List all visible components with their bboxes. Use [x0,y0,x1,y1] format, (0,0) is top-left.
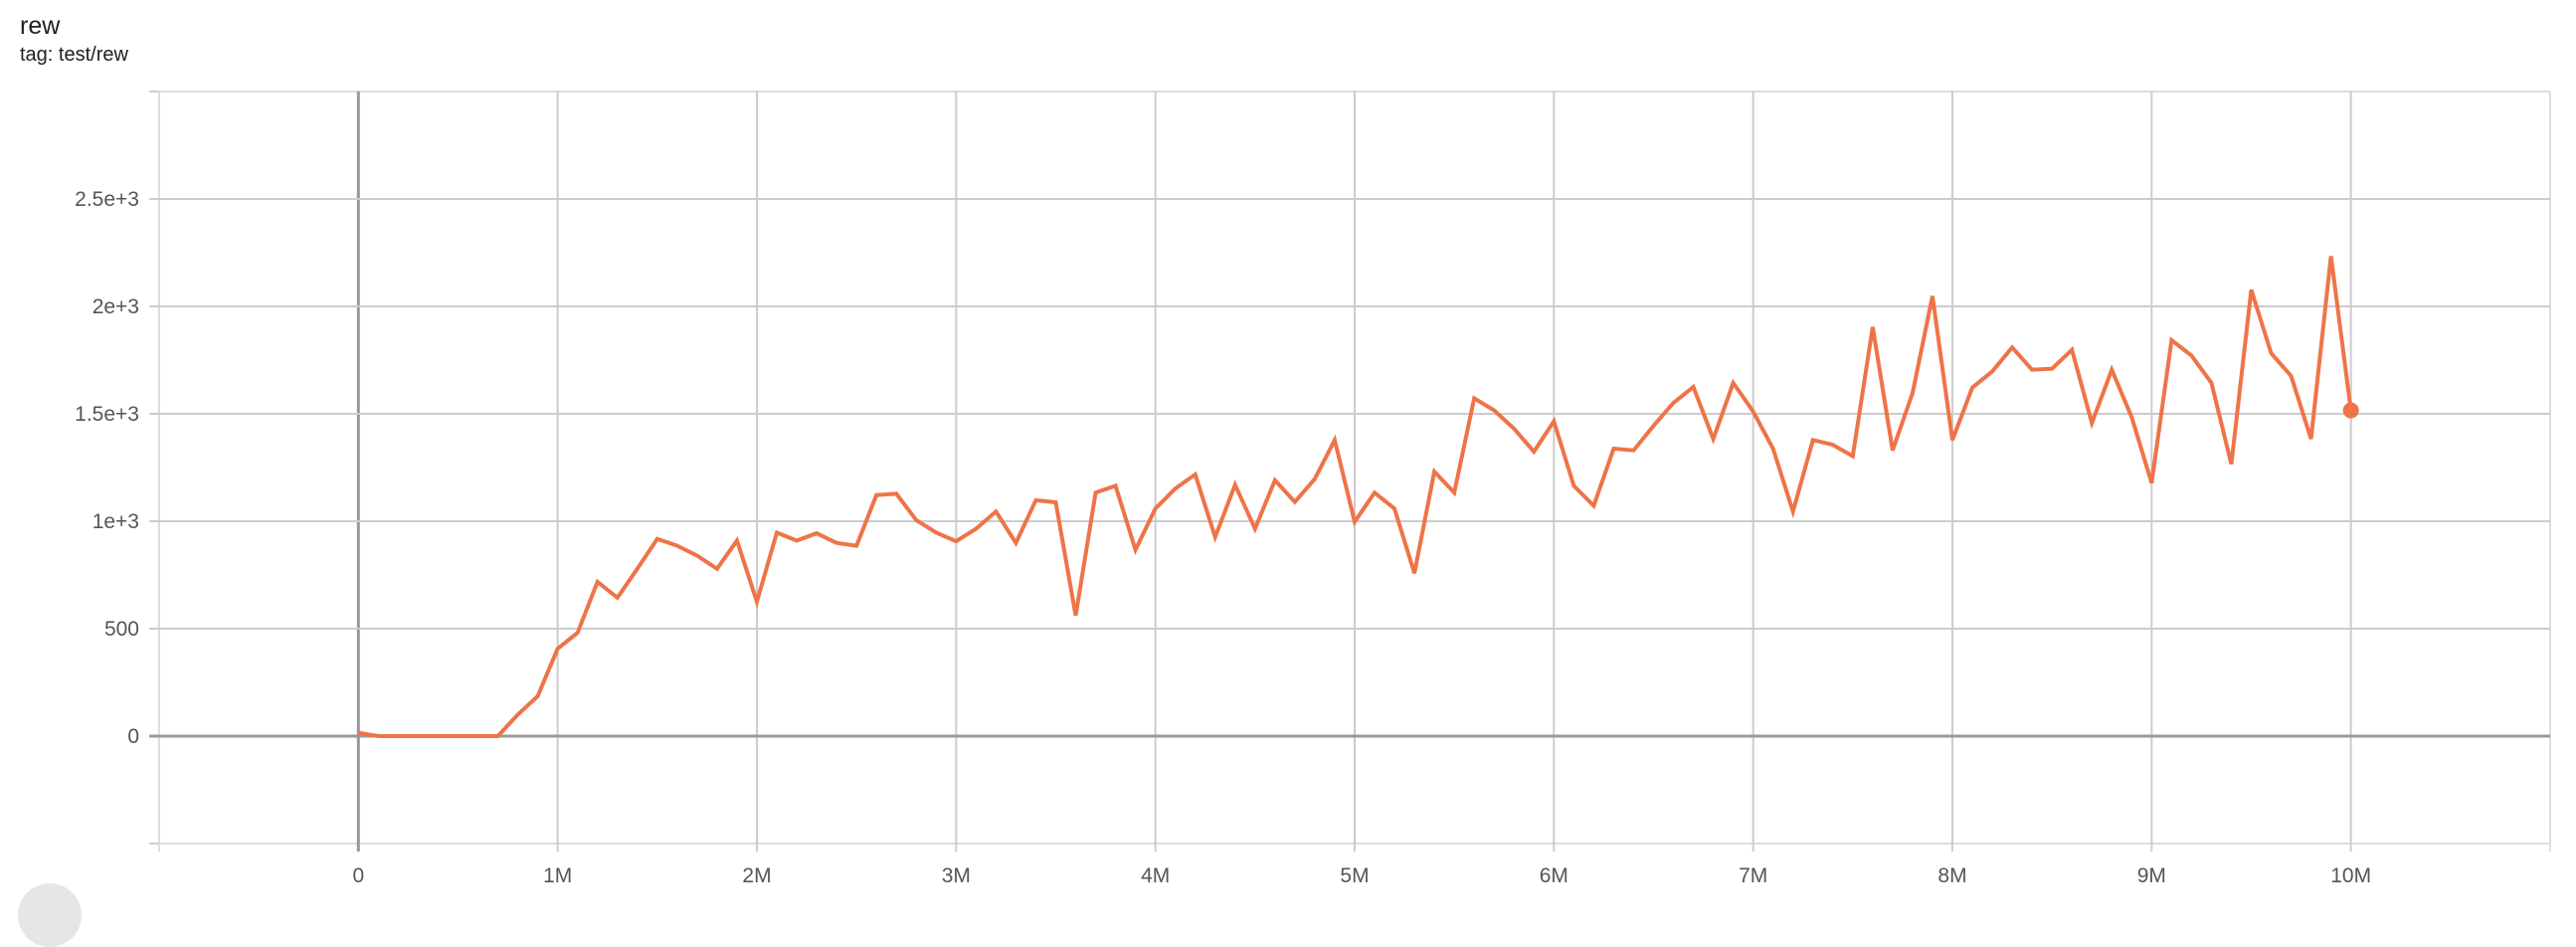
y-tick-label: 500 [104,618,139,641]
grid [149,91,2551,852]
x-tick-label: 5M [1340,864,1369,887]
x-tick-label: 4M [1141,864,1170,887]
axes: 0 1M 2M 3M 4M 5M 6M 7M 8M 9M 10M 0 500 1e+3 1.5e+3 2e+3… [75,188,2371,887]
x-tick-label: 2M [742,864,771,887]
y-tick-label: 1.5e+3 [75,403,139,426]
x-tick-label: 3M [942,864,971,887]
x-tick-label: 9M [2137,864,2166,887]
x-tick-label: 8M [1937,864,1966,887]
x-tick-label: 10M [2330,864,2371,887]
expand-button[interactable] [18,883,82,947]
y-tick-label: 1e+3 [92,510,139,533]
chart-tag: tag: test/rew [20,44,128,66]
chart-title: rew [20,12,61,40]
x-tick-label: 6M [1540,864,1568,887]
series [358,256,2359,738]
x-tick-label: 1M [543,864,572,887]
x-tick-label: 0 [352,864,364,887]
last-point-marker [2342,402,2359,419]
y-tick-label: 2.5e+3 [75,188,139,211]
line-chart: 0 1M 2M 3M 4M 5M 6M 7M 8M 9M 10M 0 500 1e+3 1.5e+3 2e+3… [75,91,2551,887]
x-tick-label: 7M [1739,864,1767,887]
series-line [358,256,2353,738]
y-tick-label: 0 [127,725,139,748]
y-tick-label: 2e+3 [92,295,139,318]
